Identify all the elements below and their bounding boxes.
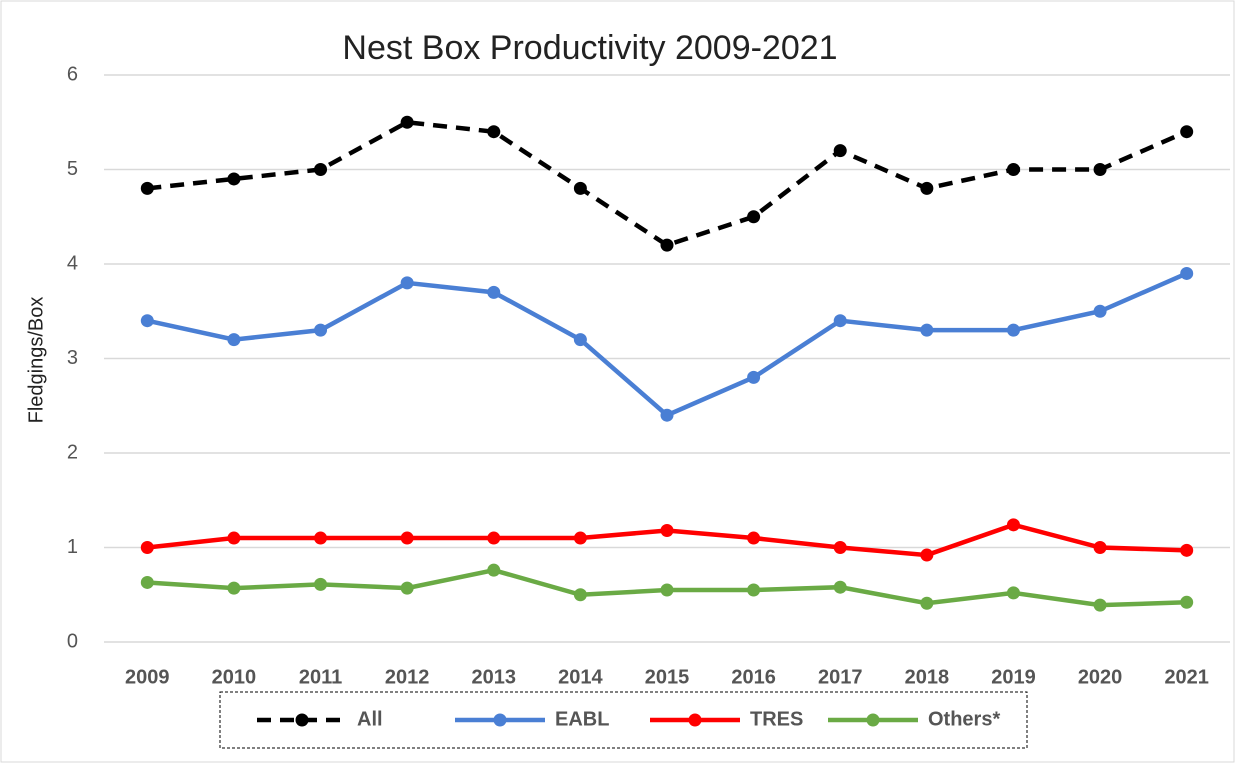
y-tick-label: 2 xyxy=(67,441,78,463)
x-tick-label: 2014 xyxy=(558,666,603,688)
legend-label: TRES xyxy=(750,708,803,730)
legend-marker xyxy=(295,713,309,727)
data-point xyxy=(140,181,154,195)
data-point xyxy=(833,144,847,158)
data-point xyxy=(487,563,501,577)
data-point xyxy=(573,181,587,195)
data-point xyxy=(400,581,414,595)
data-point xyxy=(1180,543,1194,557)
data-point xyxy=(1006,586,1020,600)
data-point xyxy=(227,172,241,186)
data-point xyxy=(920,181,934,195)
data-point xyxy=(227,531,241,545)
data-point xyxy=(747,531,761,545)
data-point xyxy=(487,531,501,545)
legend-label: EABL xyxy=(555,708,609,730)
data-point xyxy=(140,314,154,328)
x-tick-label: 2018 xyxy=(905,666,950,688)
data-point xyxy=(487,285,501,299)
data-point xyxy=(1006,323,1020,337)
data-point xyxy=(314,531,328,545)
x-tick-label: 2021 xyxy=(1164,666,1209,688)
legend-marker xyxy=(866,713,880,727)
y-tick-label: 6 xyxy=(67,63,78,85)
data-point xyxy=(1180,595,1194,609)
x-tick-label: 2012 xyxy=(385,666,430,688)
x-tick-label: 2019 xyxy=(991,666,1036,688)
legend-marker xyxy=(688,713,702,727)
x-tick-label: 2011 xyxy=(299,666,342,688)
data-point xyxy=(660,408,674,422)
data-point xyxy=(660,238,674,252)
data-point xyxy=(140,541,154,554)
data-point xyxy=(747,370,761,384)
y-tick-label: 0 xyxy=(67,630,78,652)
data-point xyxy=(314,323,328,337)
data-point xyxy=(920,596,934,610)
legend-marker xyxy=(493,713,507,727)
data-point xyxy=(487,125,501,139)
legend-box xyxy=(219,691,1028,749)
data-point xyxy=(227,333,241,347)
data-point xyxy=(1093,541,1107,554)
data-point xyxy=(833,314,847,328)
data-point xyxy=(573,333,587,347)
x-tick-label: 2010 xyxy=(212,666,257,688)
data-point xyxy=(573,588,587,602)
x-tick-label: 2016 xyxy=(731,666,776,688)
data-point xyxy=(1180,266,1194,280)
y-tick-label: 4 xyxy=(67,252,78,274)
data-point xyxy=(227,581,241,595)
data-point xyxy=(1006,163,1020,176)
y-tick-label: 5 xyxy=(67,158,78,180)
data-point xyxy=(314,577,328,591)
data-point xyxy=(1093,598,1107,612)
data-point xyxy=(314,163,328,176)
data-point xyxy=(1093,304,1107,318)
data-point xyxy=(660,523,674,537)
data-point xyxy=(920,548,934,562)
data-point xyxy=(1006,518,1020,532)
data-point xyxy=(660,583,674,597)
data-point xyxy=(920,323,934,337)
y-tick-label: 3 xyxy=(67,347,78,369)
data-point xyxy=(400,276,414,290)
data-point xyxy=(747,210,761,224)
x-tick-label: 2020 xyxy=(1078,666,1123,688)
chart-title: Nest Box Productivity 2009-2021 xyxy=(342,29,837,67)
data-point xyxy=(573,531,587,545)
data-point xyxy=(400,531,414,545)
data-point xyxy=(400,115,414,129)
y-tick-label: 1 xyxy=(67,536,78,558)
x-tick-label: 2013 xyxy=(472,666,517,688)
legend-label: All xyxy=(357,708,383,730)
data-point xyxy=(833,541,847,554)
data-point xyxy=(140,575,154,589)
data-point xyxy=(747,583,761,597)
data-point xyxy=(833,580,847,594)
data-point xyxy=(1180,125,1194,139)
legend-label: Others* xyxy=(928,708,1000,730)
x-tick-label: 2015 xyxy=(645,666,690,688)
x-tick-label: 2009 xyxy=(125,666,170,688)
data-point xyxy=(1093,163,1107,176)
y-axis-label: Fledgings/Box xyxy=(25,297,47,424)
x-tick-label: 2017 xyxy=(818,666,863,688)
